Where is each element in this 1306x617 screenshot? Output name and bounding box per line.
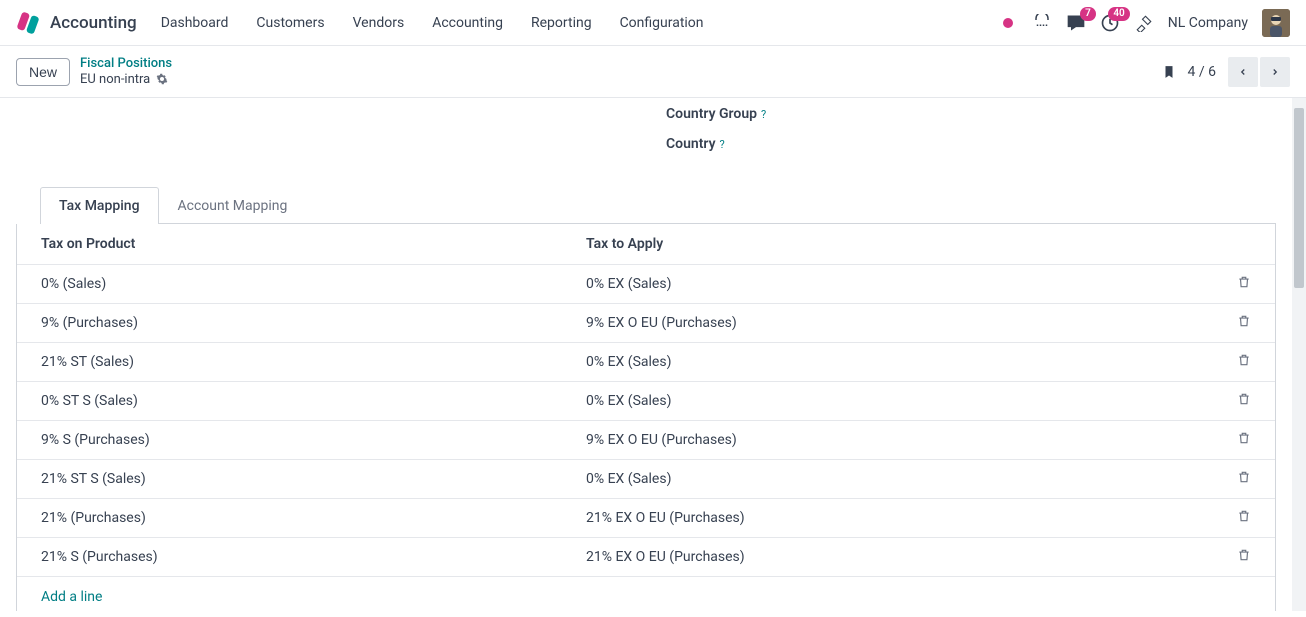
help-icon[interactable]: ? (761, 108, 766, 121)
cell-action (1211, 470, 1251, 488)
bookmark-icon[interactable] (1162, 64, 1176, 80)
form-fields: Country Group ? Country ? (16, 98, 1276, 186)
delete-icon[interactable] (1237, 548, 1251, 562)
delete-icon[interactable] (1237, 275, 1251, 289)
pager-text[interactable]: 4 / 6 (1188, 64, 1216, 80)
delete-icon[interactable] (1237, 431, 1251, 445)
cell-tax-to-apply[interactable]: 21% EX O EU (Purchases) (586, 510, 1211, 526)
nav-item-customers[interactable]: Customers (256, 15, 324, 31)
tools-icon[interactable] (1134, 13, 1154, 33)
table-row[interactable]: 9% (Purchases)9% EX O EU (Purchases) (17, 303, 1275, 342)
tabs: Tax Mapping Account Mapping (40, 186, 1276, 224)
table-row[interactable]: 21% S (Purchases)21% EX O EU (Purchases) (17, 537, 1275, 576)
table-row[interactable]: 21% ST S (Sales)0% EX (Sales) (17, 459, 1275, 498)
app-brand[interactable]: Accounting (16, 11, 137, 35)
tab-tax-mapping[interactable]: Tax Mapping (40, 187, 159, 224)
company-name[interactable]: NL Company (1168, 15, 1248, 31)
nav-item-configuration[interactable]: Configuration (620, 15, 704, 31)
table-row[interactable]: 21% ST (Sales)0% EX (Sales) (17, 342, 1275, 381)
content-area: Country Group ? Country ? Tax Mapping Ac… (0, 98, 1306, 611)
new-button[interactable]: New (16, 58, 70, 86)
header-tax-on-product: Tax on Product (41, 236, 586, 252)
table-row[interactable]: 21% (Purchases)21% EX O EU (Purchases) (17, 498, 1275, 537)
nav-item-accounting[interactable]: Accounting (432, 15, 503, 31)
table-row[interactable]: 0% (Sales)0% EX (Sales) (17, 264, 1275, 303)
navbar: Accounting Dashboard Customers Vendors A… (0, 0, 1306, 46)
delete-icon[interactable] (1237, 470, 1251, 484)
gear-icon[interactable] (156, 73, 168, 85)
field-label-country-group: Country Group (666, 106, 757, 122)
avatar[interactable] (1262, 9, 1290, 37)
cell-tax-to-apply[interactable]: 0% EX (Sales) (586, 354, 1211, 370)
tab-account-mapping[interactable]: Account Mapping (159, 187, 307, 224)
cell-tax-to-apply[interactable]: 0% EX (Sales) (586, 276, 1211, 292)
table-row[interactable]: 0% ST S (Sales)0% EX (Sales) (17, 381, 1275, 420)
main-scroll: Country Group ? Country ? Tax Mapping Ac… (0, 98, 1292, 611)
cell-action (1211, 353, 1251, 371)
breadcrumb: Fiscal Positions EU non-intra (80, 56, 172, 87)
subheader-right: 4 / 6 (1162, 57, 1290, 87)
nav-item-vendors[interactable]: Vendors (353, 15, 405, 31)
activities-badge: 40 (1108, 7, 1129, 21)
nav-right: 7 40 NL Company (998, 9, 1290, 37)
delete-icon[interactable] (1237, 509, 1251, 523)
help-icon[interactable]: ? (720, 138, 725, 151)
status-dot-icon[interactable] (998, 13, 1018, 33)
cell-tax-on-product[interactable]: 0% ST S (Sales) (41, 393, 586, 409)
delete-icon[interactable] (1237, 314, 1251, 328)
scrollbar[interactable] (1292, 98, 1306, 611)
add-line-link[interactable]: Add a line (17, 576, 1275, 611)
breadcrumb-current-label: EU non-intra (80, 72, 150, 88)
pager-buttons (1228, 57, 1290, 87)
table-header: Tax on Product Tax to Apply (17, 224, 1275, 264)
header-action (1211, 236, 1251, 252)
field-label-country: Country (666, 136, 716, 152)
cell-tax-to-apply[interactable]: 0% EX (Sales) (586, 471, 1211, 487)
messages-icon[interactable]: 7 (1066, 13, 1086, 33)
subheader: New Fiscal Positions EU non-intra 4 / 6 (0, 46, 1306, 98)
cell-action (1211, 509, 1251, 527)
cell-tax-to-apply[interactable]: 9% EX O EU (Purchases) (586, 432, 1211, 448)
scrollbar-thumb[interactable] (1294, 108, 1304, 288)
cell-action (1211, 275, 1251, 293)
tax-mapping-table: Tax on Product Tax to Apply 0% (Sales)0%… (16, 224, 1276, 611)
pager-prev-button[interactable] (1228, 57, 1258, 87)
cell-tax-on-product[interactable]: 9% S (Purchases) (41, 432, 586, 448)
nav-item-reporting[interactable]: Reporting (531, 15, 592, 31)
messages-badge: 7 (1080, 7, 1096, 21)
cell-tax-to-apply[interactable]: 9% EX O EU (Purchases) (586, 315, 1211, 331)
app-logo-icon (16, 11, 40, 35)
cell-tax-on-product[interactable]: 21% S (Purchases) (41, 549, 586, 565)
app-title: Accounting (50, 13, 137, 33)
cell-tax-on-product[interactable]: 9% (Purchases) (41, 315, 586, 331)
breadcrumb-parent[interactable]: Fiscal Positions (80, 56, 172, 72)
delete-icon[interactable] (1237, 392, 1251, 406)
cell-action (1211, 431, 1251, 449)
field-country[interactable]: Country ? (666, 136, 1276, 152)
activities-icon[interactable]: 40 (1100, 13, 1120, 33)
cell-tax-on-product[interactable]: 21% ST S (Sales) (41, 471, 586, 487)
cell-tax-on-product[interactable]: 0% (Sales) (41, 276, 586, 292)
tray-icon[interactable] (1032, 13, 1052, 33)
cell-action (1211, 314, 1251, 332)
table-row[interactable]: 9% S (Purchases)9% EX O EU (Purchases) (17, 420, 1275, 459)
chevron-left-icon (1238, 67, 1248, 77)
field-country-group[interactable]: Country Group ? (666, 106, 1276, 122)
cell-tax-on-product[interactable]: 21% ST (Sales) (41, 354, 586, 370)
pager-next-button[interactable] (1260, 57, 1290, 87)
nav-menu: Dashboard Customers Vendors Accounting R… (161, 15, 704, 31)
header-tax-to-apply: Tax to Apply (586, 236, 1211, 252)
cell-action (1211, 392, 1251, 410)
breadcrumb-current: EU non-intra (80, 72, 172, 88)
cell-tax-to-apply[interactable]: 21% EX O EU (Purchases) (586, 549, 1211, 565)
cell-tax-on-product[interactable]: 21% (Purchases) (41, 510, 586, 526)
nav-item-dashboard[interactable]: Dashboard (161, 15, 229, 31)
chevron-right-icon (1270, 67, 1280, 77)
cell-tax-to-apply[interactable]: 0% EX (Sales) (586, 393, 1211, 409)
delete-icon[interactable] (1237, 353, 1251, 367)
cell-action (1211, 548, 1251, 566)
